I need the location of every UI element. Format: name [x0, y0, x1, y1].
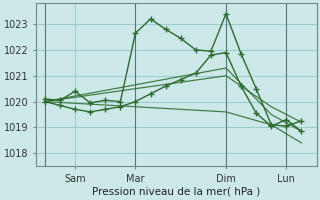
X-axis label: Pression niveau de la mer( hPa ): Pression niveau de la mer( hPa ) — [92, 187, 260, 197]
